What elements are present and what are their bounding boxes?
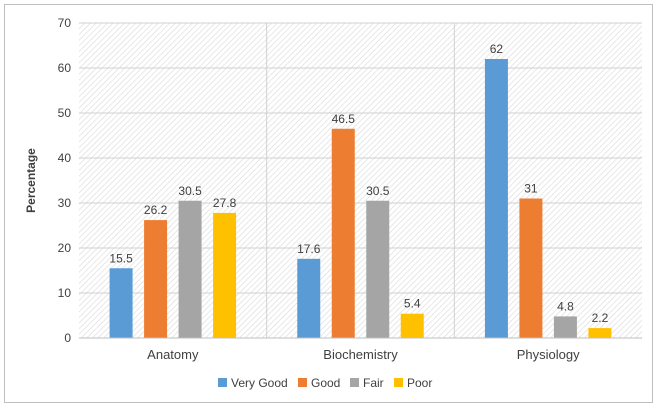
legend-label-fair: Fair (363, 376, 384, 390)
bar-physiology-very-good (484, 59, 508, 338)
data-label-biochemistry-poor: 5.4 (404, 297, 421, 311)
y-tick-label-30: 30 (58, 196, 72, 210)
bar-biochemistry-fair (366, 200, 390, 338)
data-label-physiology-good: 31 (524, 182, 538, 196)
legend-label-good: Good (311, 376, 340, 390)
bar-biochemistry-poor (400, 313, 424, 338)
x-tick-label-anatomy: Anatomy (147, 347, 199, 362)
y-tick-label-20: 20 (58, 241, 72, 255)
legend-label-very-good: Very Good (231, 376, 288, 390)
bar-physiology-poor (588, 328, 612, 338)
data-label-biochemistry-good: 46.5 (332, 112, 356, 126)
data-labels: 15.5 26.2 30.5 27.8 17.6 46.5 30.5 5.4 62 31 4.8 2.… (109, 42, 608, 325)
bar-physiology-fair (553, 316, 577, 338)
gridlines (79, 22, 642, 338)
bar-anatomy-fair (178, 200, 202, 338)
legend-swatch-very-good (218, 378, 227, 387)
x-tick-label-physiology: Physiology (517, 347, 580, 362)
bars (109, 59, 612, 338)
legend-swatch-good (298, 378, 307, 387)
bar-anatomy-good (144, 220, 168, 338)
y-tick-label-0: 0 (64, 331, 71, 345)
bar-biochemistry-good (331, 128, 355, 338)
legend-swatch-fair (350, 378, 359, 387)
y-tick-label-10: 10 (58, 286, 72, 300)
plot-area (79, 23, 642, 338)
data-label-anatomy-good: 26.2 (144, 203, 168, 217)
x-tick-label-biochemistry: Biochemistry (323, 347, 398, 362)
data-label-physiology-very-good: 62 (490, 42, 504, 56)
y-tick-label-60: 60 (58, 61, 72, 75)
data-label-biochemistry-fair: 30.5 (366, 184, 390, 198)
bar-anatomy-poor (213, 212, 237, 338)
data-label-anatomy-fair: 30.5 (178, 184, 202, 198)
data-label-biochemistry-very-good: 17.6 (297, 242, 321, 256)
y-axis-title: Percentage (24, 148, 38, 213)
y-tick-label-70: 70 (58, 16, 72, 30)
y-tick-label-40: 40 (58, 151, 72, 165)
bar-anatomy-very-good (109, 268, 133, 338)
data-label-anatomy-very-good: 15.5 (109, 251, 133, 265)
bar-biochemistry-very-good (297, 258, 321, 338)
bar-physiology-good (519, 198, 543, 338)
data-label-anatomy-poor: 27.8 (213, 196, 237, 210)
x-axis: Anatomy Biochemistry Physiology (79, 337, 642, 362)
y-tick-label-50: 50 (58, 106, 72, 120)
legend-label-poor: Poor (407, 376, 432, 390)
legend-swatch-poor (394, 378, 403, 387)
y-axis: 0 10 20 30 40 50 60 70 (58, 16, 72, 345)
data-label-physiology-poor: 2.2 (592, 311, 609, 325)
data-label-physiology-fair: 4.8 (557, 299, 574, 313)
legend: Very Good Good Fair Poor (218, 376, 432, 390)
